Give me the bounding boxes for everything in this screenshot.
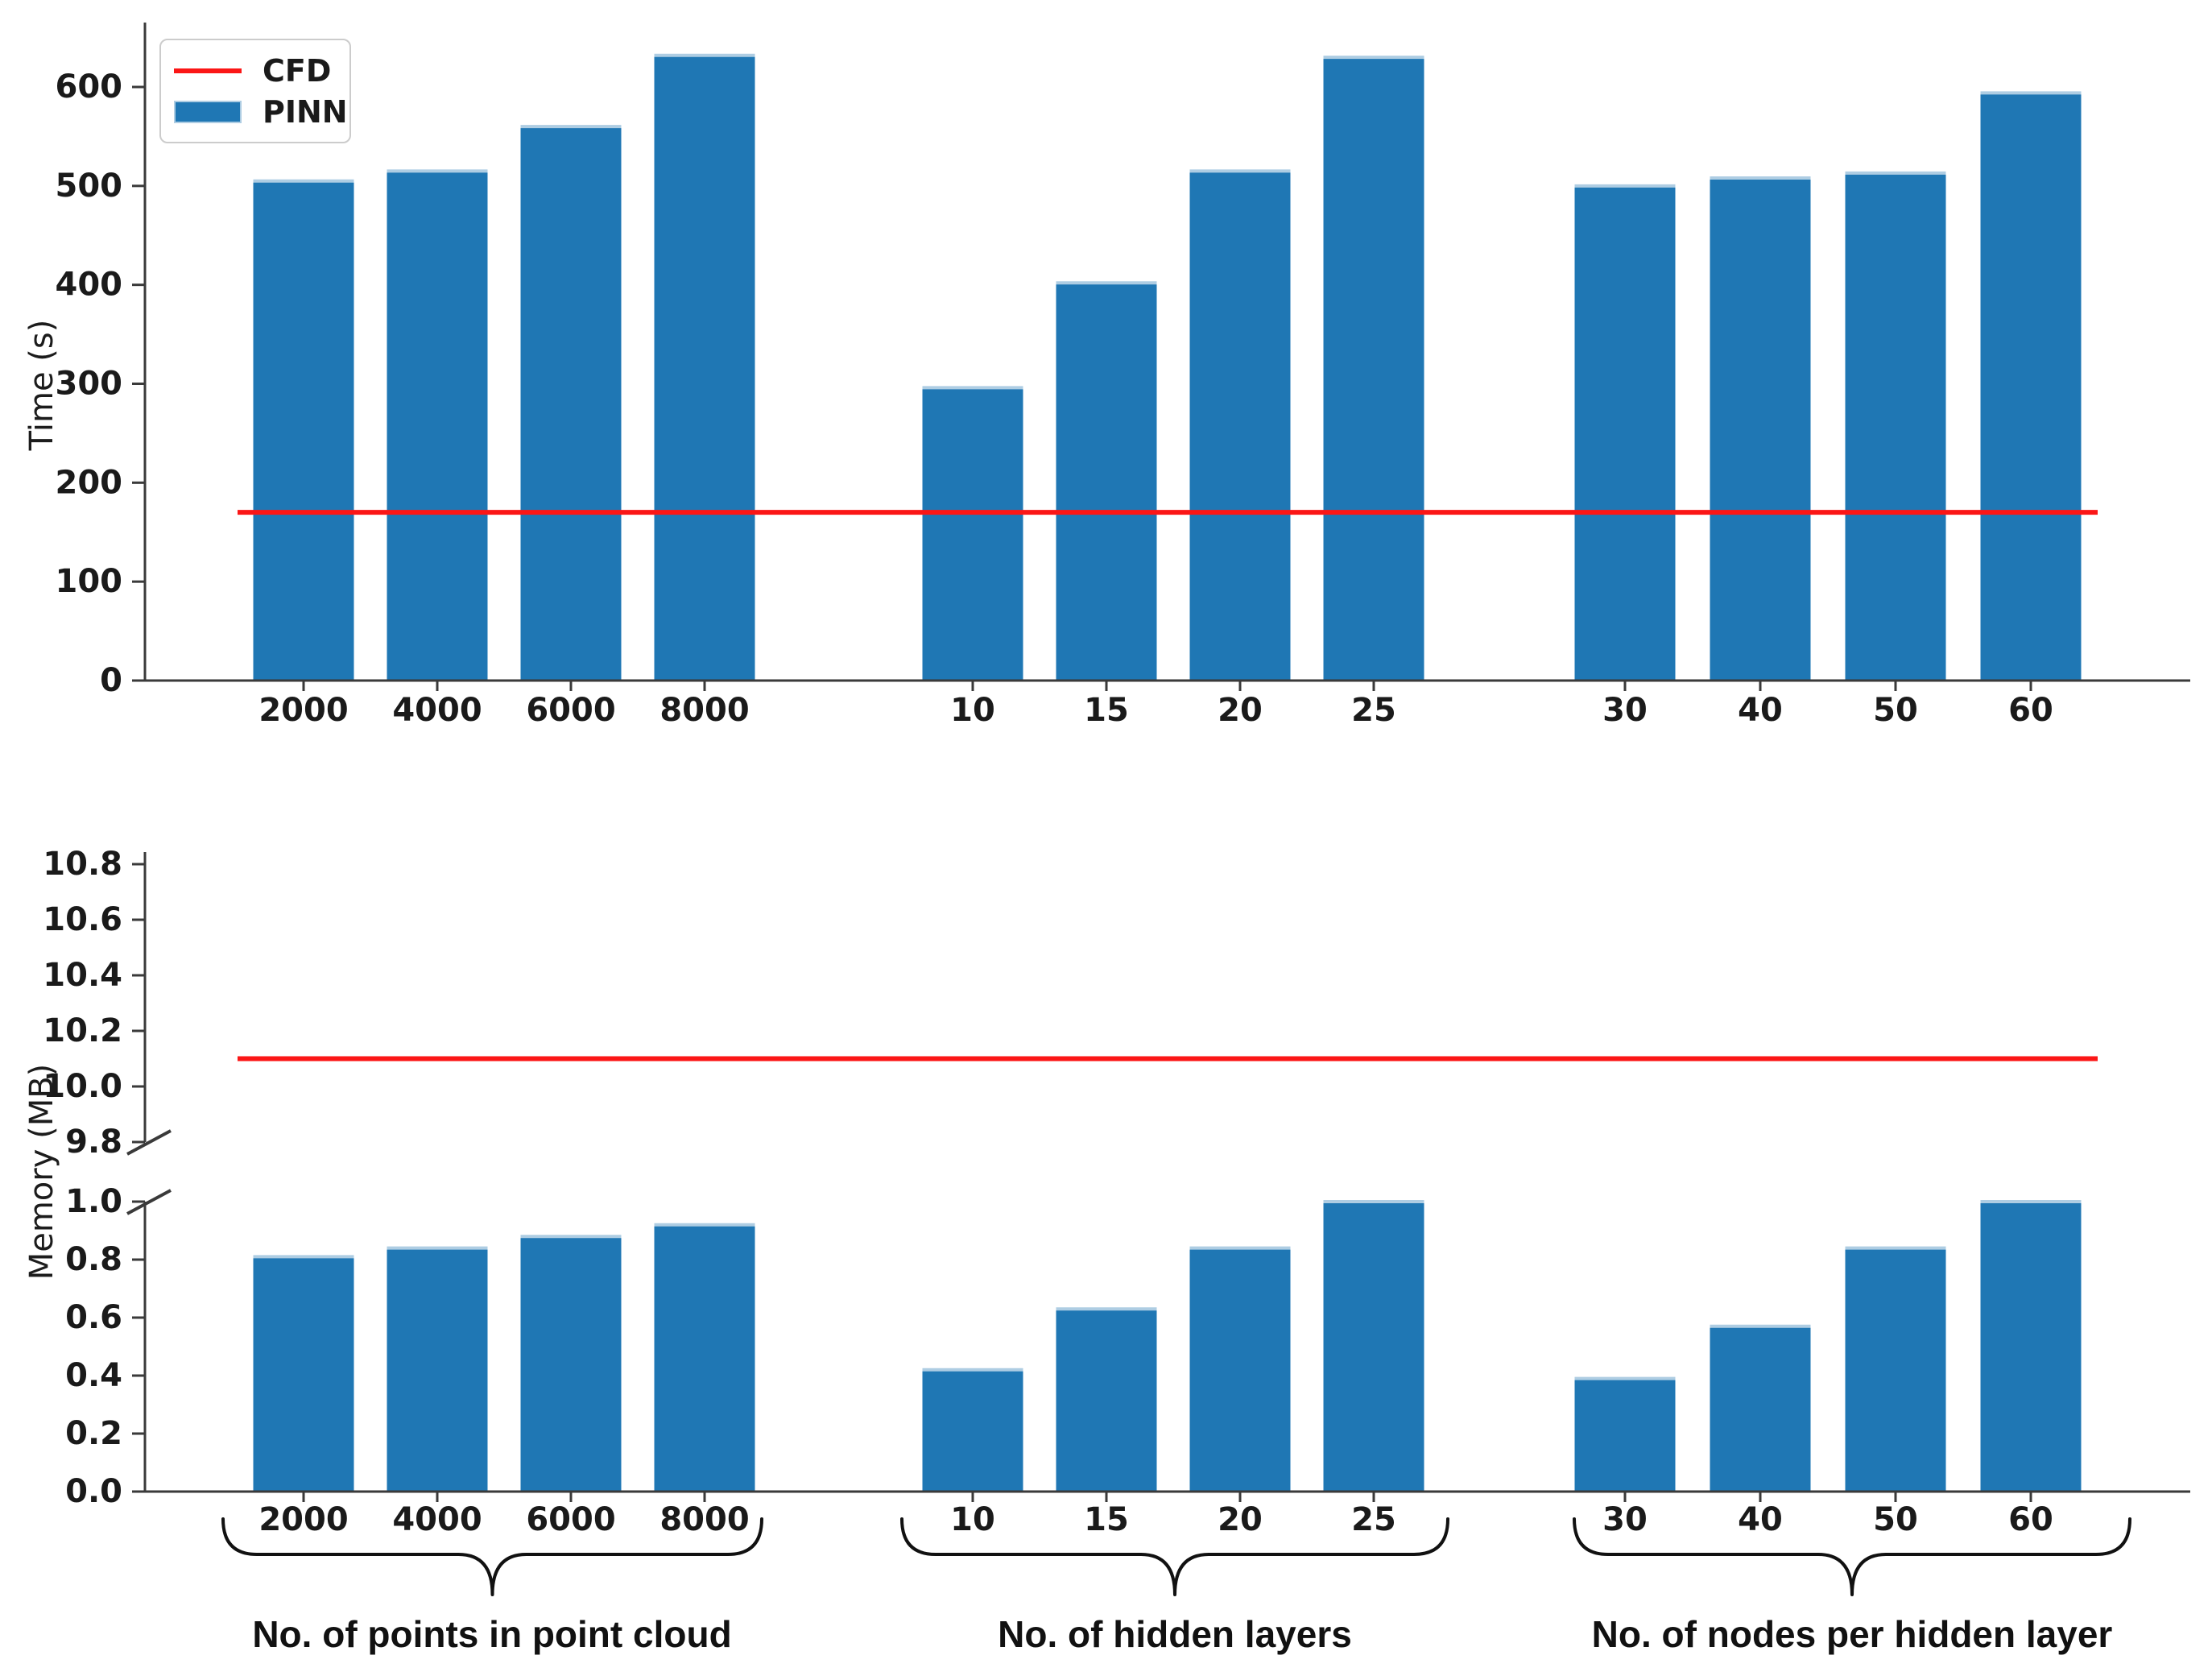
memory-y-tick-label: 0.0 xyxy=(65,1473,122,1510)
memory-y-tick-label: 10.2 xyxy=(43,1012,122,1049)
time-y-tick-label: 300 xyxy=(56,366,123,403)
memory-y-tick-label: 0.8 xyxy=(65,1241,122,1278)
pinn-time-bar xyxy=(1323,57,1424,681)
pinn-memory-bar xyxy=(1189,1248,1291,1492)
memory-x-tick-label: 8000 xyxy=(659,1501,749,1538)
time-x-tick-label: 50 xyxy=(1873,692,1918,729)
group-brace xyxy=(221,1517,763,1596)
group-label-nodes-per-hidden-layer: No. of nodes per hidden layer xyxy=(1591,1613,2113,1655)
group-label-hidden-layers: No. of hidden layers xyxy=(998,1613,1352,1655)
pinn-memory-bar xyxy=(253,1256,354,1492)
memory-y-tick-label: 0.2 xyxy=(65,1415,122,1452)
time-y-tick-label: 100 xyxy=(56,563,123,600)
memory-x-tick-label: 6000 xyxy=(526,1501,615,1538)
time-x-tick-label: 30 xyxy=(1602,692,1648,729)
legend-item-pinn: PINN xyxy=(174,97,348,127)
pinn-memory-bar xyxy=(1845,1248,1946,1492)
time-x-tick-label: 25 xyxy=(1351,692,1396,729)
memory-x-tick-label: 4000 xyxy=(392,1501,482,1538)
time-x-tick-label: 20 xyxy=(1218,692,1263,729)
pinn-time-bar xyxy=(1574,185,1676,681)
legend: CFD PINN xyxy=(159,39,351,143)
pinn-bar-swatch-icon xyxy=(174,100,242,123)
group-brace xyxy=(1573,1517,2131,1596)
pinn-memory-bar xyxy=(1056,1309,1157,1492)
pinn-memory-bar xyxy=(922,1369,1023,1492)
memory-y-tick-label: 0.4 xyxy=(65,1357,122,1394)
pinn-time-bar xyxy=(520,126,622,681)
time-y-tick-label: 500 xyxy=(56,168,123,205)
memory-y-tick-label: 10.0 xyxy=(43,1068,122,1105)
memory-x-tick-label: 2000 xyxy=(258,1501,348,1538)
pinn-memory-bar xyxy=(654,1224,755,1492)
axis-break-mark xyxy=(126,1129,172,1156)
memory-x-tick-label: 15 xyxy=(1084,1501,1129,1538)
legend-item-cfd: CFD xyxy=(174,56,337,86)
pinn-memory-bar xyxy=(1574,1378,1676,1492)
memory-x-tick-label: 40 xyxy=(1738,1501,1783,1538)
pinn-time-bar xyxy=(654,55,755,681)
time-y-tick-label: 400 xyxy=(56,267,123,304)
memory-x-tick-label: 60 xyxy=(2008,1501,2053,1538)
time-x-tick-label: 6000 xyxy=(526,692,615,729)
pinn-memory-bar xyxy=(1323,1202,1424,1492)
pinn-time-bar xyxy=(1189,171,1291,681)
memory-x-tick-label: 20 xyxy=(1218,1501,1263,1538)
group-brace xyxy=(900,1517,1449,1596)
memory-y-tick-label: 0.6 xyxy=(65,1299,122,1336)
pinn-time-bar xyxy=(1980,93,2082,681)
time-y-tick-label: 600 xyxy=(56,68,123,106)
pinn-time-bar xyxy=(253,180,354,681)
memory-x-tick-label: 30 xyxy=(1602,1501,1648,1538)
legend-label-pinn: PINN xyxy=(263,93,348,130)
time-x-tick-label: 8000 xyxy=(659,692,749,729)
pinn-time-bar xyxy=(1056,283,1157,681)
legend-label-cfd: CFD xyxy=(263,52,332,89)
memory-y-tick-label: 10.8 xyxy=(43,846,122,883)
time-x-tick-label: 10 xyxy=(950,692,995,729)
memory-y-tick-label: 1.0 xyxy=(65,1183,122,1220)
pinn-time-bar xyxy=(1710,178,1811,681)
memory-x-tick-label: 50 xyxy=(1873,1501,1918,1538)
pinn-memory-bar xyxy=(387,1248,488,1492)
pinn-memory-bar xyxy=(1710,1326,1811,1492)
time-y-tick-label: 200 xyxy=(56,464,123,501)
pinn-memory-bar xyxy=(520,1236,622,1492)
group-label-points-in-point-cloud: No. of points in point cloud xyxy=(252,1613,732,1655)
time-y-tick-label: 0 xyxy=(100,662,122,699)
memory-x-tick-label: 10 xyxy=(950,1501,995,1538)
time-x-tick-label: 15 xyxy=(1084,692,1129,729)
pinn-time-bar xyxy=(387,171,488,681)
cfd-line-swatch-icon xyxy=(174,68,242,73)
memory-y-tick-label: 9.8 xyxy=(65,1124,122,1161)
time-x-tick-label: 4000 xyxy=(392,692,482,729)
time-x-tick-label: 2000 xyxy=(258,692,348,729)
pinn-time-bar xyxy=(922,387,1023,681)
memory-x-tick-label: 25 xyxy=(1351,1501,1396,1538)
time-x-tick-label: 40 xyxy=(1738,692,1783,729)
pinn-time-bar xyxy=(1845,172,1946,681)
memory-y-tick-label: 10.4 xyxy=(43,957,122,994)
axis-break-mark xyxy=(126,1189,172,1215)
pinn-memory-bar xyxy=(1980,1202,2082,1492)
time-x-tick-label: 60 xyxy=(2008,692,2053,729)
memory-y-tick-label: 10.6 xyxy=(43,901,122,938)
